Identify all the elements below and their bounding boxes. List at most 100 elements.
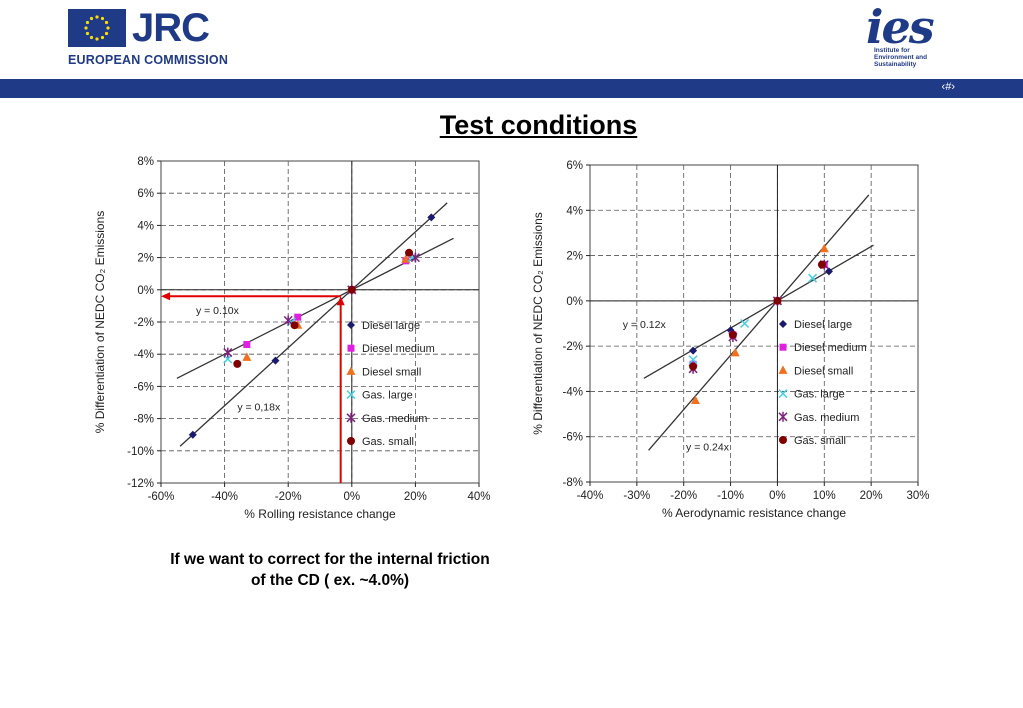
data-point: [824, 267, 833, 276]
eu-star-icon: [95, 37, 99, 41]
y-tick-label: -8%: [563, 477, 583, 489]
y-tick-label: -6%: [563, 432, 583, 444]
data-point: [819, 243, 829, 253]
legend-marker: [347, 437, 355, 445]
eu-star-icon: [84, 26, 88, 30]
y-tick-label: -10%: [127, 446, 154, 458]
y-axis-label: % Differentiation of NEDC CO₂ Emissions: [531, 212, 545, 435]
legend-label: Gas. medium: [362, 413, 427, 425]
plot-area: [589, 164, 919, 483]
data-point: [283, 315, 293, 326]
y-axis-label: % Differentiation of NEDC CO₂ Emissions: [93, 211, 107, 434]
slide-header: JRC EUROPEAN COMMISSION ies Institute fo…: [0, 0, 1023, 78]
legend-label: Gas. small: [794, 435, 846, 447]
legend-marker: [346, 412, 356, 423]
data-point: [223, 347, 233, 358]
ies-logo: ies Institute for Environment and Sustai…: [862, 2, 972, 76]
data-point: [728, 330, 737, 339]
eu-star-icon: [85, 31, 90, 36]
y-tick-label: 2%: [137, 253, 154, 265]
jrc-logo: JRC EUROPEAN COMMISSION: [68, 6, 228, 71]
data-point: [740, 318, 750, 329]
data-point: [243, 341, 251, 349]
legend-label: Diesel large: [362, 320, 420, 332]
x-tick-label: -20%: [670, 490, 697, 502]
legend-marker: [779, 320, 787, 328]
fit-annotation: y = 0.24x: [686, 441, 730, 453]
institute-subtitle-line: Environment and: [874, 54, 928, 61]
page-number: ‹#›: [941, 81, 955, 93]
y-tick-label: 8%: [137, 156, 154, 168]
fit-line: [179, 202, 448, 447]
legend-marker: [778, 365, 788, 374]
caption-line: of the CD ( ex. ~4.0%): [250, 572, 410, 589]
x-axis-label: % Aerodynamic resistance change: [662, 506, 846, 520]
legend-label: Gas. medium: [794, 412, 859, 424]
legend-marker: [779, 436, 787, 444]
y-tick-label: 0%: [566, 296, 583, 308]
x-tick-label: 10%: [813, 490, 836, 502]
y-tick-label: 6%: [566, 160, 583, 172]
x-tick-label: 0%: [769, 490, 786, 502]
data-point: [689, 362, 698, 371]
legend-label: Gas. large: [362, 390, 413, 402]
eu-star-icon: [104, 20, 109, 25]
legend-marker: [346, 390, 356, 400]
x-axis-label: % Rolling resistance change: [244, 507, 396, 521]
caption-line: If we want to correct for the internal f…: [170, 551, 490, 568]
y-tick-label: -12%: [127, 478, 154, 490]
y-tick-label: -8%: [134, 414, 154, 426]
y-tick-label: 2%: [566, 251, 583, 263]
red-arrow-head-icon: [336, 296, 345, 306]
legend-label: Gas. small: [362, 436, 414, 448]
data-point: [271, 356, 280, 365]
eu-star-icon: [95, 15, 99, 19]
y-tick-label: 0%: [137, 285, 154, 297]
x-tick-label: 30%: [906, 490, 929, 502]
slide-title: Test conditions: [439, 110, 638, 140]
x-tick-label: 40%: [467, 491, 490, 503]
data-point: [223, 354, 233, 364]
eu-star-icon: [85, 20, 90, 25]
ies-logo-text: ies: [866, 0, 935, 54]
legend-marker: [778, 411, 788, 422]
fit-annotation: y = 0.12x: [623, 319, 667, 331]
y-tick-label: -2%: [563, 341, 583, 353]
data-point: [410, 252, 420, 263]
eu-star-icon: [89, 16, 94, 21]
data-point: [688, 355, 698, 365]
data-point: [233, 359, 242, 368]
org-subtitle: EUROPEAN COMMISSION: [68, 53, 229, 67]
data-point: [401, 254, 411, 263]
rolling-resistance-chart: -60% -40% -20% 0% 20% 40% -12% -10% -8% -6% -4% -2%…: [93, 156, 491, 521]
legend-label: Gas. large: [794, 389, 845, 401]
eu-star-icon: [106, 26, 110, 30]
x-tick-label: -30%: [623, 490, 650, 502]
legend-label: Diesel small: [794, 365, 853, 377]
data-point: [808, 273, 818, 283]
legend-label: Diesel medium: [362, 343, 435, 355]
x-tick-label: -40%: [211, 491, 238, 503]
fit-line: [648, 194, 870, 451]
legend-marker: [347, 321, 355, 329]
y-tick-label: -4%: [563, 386, 583, 398]
data-point: [689, 346, 698, 355]
eu-flag-icon: [68, 9, 126, 47]
y-tick-label: -4%: [134, 349, 154, 361]
data-point: [294, 313, 302, 321]
x-tick-label: 20%: [860, 490, 883, 502]
y-tick-label: -2%: [134, 317, 154, 329]
caption: If we want to correct for the internal f…: [120, 549, 540, 591]
x-tick-label: -10%: [717, 490, 744, 502]
institute-subtitle-line: Sustainability: [874, 61, 917, 68]
data-point: [347, 285, 356, 294]
data-point: [242, 352, 252, 361]
institute-subtitle-line: Institute for: [874, 47, 910, 54]
plot-area: [160, 160, 480, 484]
jrc-logo-text: JRC: [132, 6, 210, 50]
x-tick-label: -60%: [148, 491, 175, 503]
fit-annotation: y = 0,18x: [237, 402, 281, 414]
legend-label: Diesel medium: [794, 342, 867, 354]
data-point: [188, 430, 197, 439]
red-arrow-head-icon: [161, 292, 170, 301]
